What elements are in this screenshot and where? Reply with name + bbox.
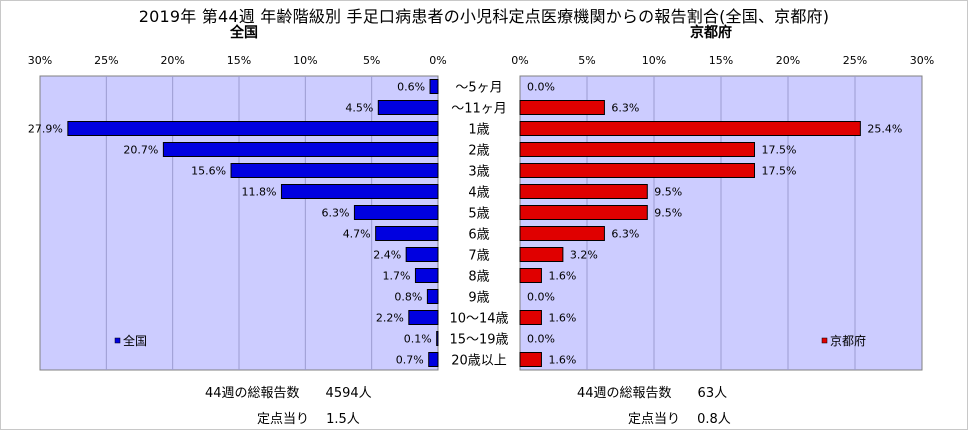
- national-data-label: 1.7%: [382, 270, 410, 283]
- kyoto-data-label: 3.2%: [570, 249, 598, 262]
- national-legend-label: 全国: [123, 333, 147, 348]
- kyoto-data-label: 0.0%: [527, 291, 555, 304]
- kyoto-data-label: 0.0%: [527, 333, 555, 346]
- national-tick-label: 0%: [429, 54, 446, 67]
- national-tick-label: 15%: [227, 54, 251, 67]
- category-label: 3歳: [468, 165, 489, 180]
- national-bar: [353, 205, 439, 220]
- kyoto-bar: [519, 184, 648, 199]
- kyoto-data-label: 1.6%: [548, 312, 576, 325]
- national-bar: [405, 247, 439, 262]
- kyoto-data-label: 0.0%: [527, 81, 555, 94]
- kyoto-bar: [519, 268, 542, 283]
- national-bar: [408, 310, 439, 325]
- national-data-label: 11.8%: [242, 186, 277, 199]
- category-label: 7歳: [468, 249, 489, 264]
- kyoto-tick-label: 10%: [642, 54, 666, 67]
- national-data-label: 0.6%: [397, 81, 425, 94]
- kyoto-bar: [519, 205, 648, 220]
- national-bar: [377, 100, 439, 115]
- national-data-label: 2.2%: [376, 312, 404, 325]
- national-data-label: 0.8%: [394, 291, 422, 304]
- kyoto-tick-label: 15%: [709, 54, 733, 67]
- national-bar: [414, 268, 439, 283]
- national-data-label: 4.5%: [345, 102, 373, 115]
- kyoto-data-label: 6.3%: [611, 228, 639, 241]
- national-data-label: 4.7%: [343, 228, 371, 241]
- national-tick-label: 25%: [94, 54, 118, 67]
- national-bar: [280, 184, 439, 199]
- category-label: 10～14歳: [449, 312, 508, 327]
- national-data-label: 20.7%: [123, 144, 158, 157]
- category-label: 6歳: [468, 228, 489, 243]
- kyoto-tick-label: 30%: [910, 54, 934, 67]
- kyoto-bar: [519, 142, 755, 157]
- national-bar: [162, 142, 439, 157]
- category-label: 15～19歳: [449, 333, 508, 348]
- category-label: 20歳以上: [451, 354, 507, 369]
- national-total-reports: 44週の総報告数 4594人: [205, 386, 372, 401]
- national-bar: [426, 289, 439, 304]
- national-legend-swatch: [114, 337, 121, 344]
- category-label: ～11ヶ月: [451, 102, 507, 117]
- national-data-label: 6.3%: [321, 207, 349, 220]
- kyoto-data-label: 25.4%: [867, 123, 902, 136]
- kyoto-subtitle: 京都府: [690, 25, 732, 41]
- kyoto-bar: [519, 226, 605, 241]
- kyoto-tick-label: 25%: [843, 54, 867, 67]
- national-data-label: 0.7%: [396, 354, 424, 367]
- kyoto-data-label: 6.3%: [611, 102, 639, 115]
- national-bar: [429, 79, 439, 94]
- kyoto-bar: [519, 100, 605, 115]
- national-tick-label: 5%: [363, 54, 380, 67]
- national-bar: [375, 226, 439, 241]
- kyoto-tick-label: 20%: [776, 54, 800, 67]
- kyoto-bar: [519, 163, 755, 178]
- national-bar: [230, 163, 439, 178]
- national-data-label: 2.4%: [373, 249, 401, 262]
- kyoto-data-label: 9.5%: [654, 186, 682, 199]
- national-data-label: 15.6%: [191, 165, 226, 178]
- national-tick-label: 20%: [160, 54, 184, 67]
- national-bar: [428, 352, 439, 367]
- chart-title: 2019年 第44週 年齢階級別 手足口病患者の小児科定点医療機関からの報告割合…: [138, 7, 830, 26]
- category-label: ～5ヶ月: [455, 81, 502, 96]
- national-bar: [67, 121, 439, 136]
- category-label: 4歳: [468, 186, 489, 201]
- kyoto-total-reports: 44週の総報告数 63人: [577, 386, 728, 401]
- kyoto-data-label: 1.6%: [548, 270, 576, 283]
- kyoto-bar: [519, 121, 861, 136]
- kyoto-per-site: 定点当り 0.8人: [628, 412, 731, 427]
- kyoto-bar: [519, 247, 564, 262]
- kyoto-data-label: 17.5%: [762, 165, 797, 178]
- category-label: 1歳: [468, 123, 489, 138]
- kyoto-bar: [519, 310, 542, 325]
- national-subtitle: 全国: [230, 25, 258, 41]
- kyoto-bar: [519, 352, 542, 367]
- category-label: 2歳: [468, 144, 489, 159]
- kyoto-tick-label: 5%: [578, 54, 595, 67]
- national-per-site: 定点当り 1.5人: [257, 412, 360, 427]
- kyoto-legend-swatch: [821, 337, 828, 344]
- national-tick-label: 30%: [28, 54, 52, 67]
- national-bar: [436, 331, 439, 346]
- national-data-label: 27.9%: [28, 123, 63, 136]
- kyoto-tick-label: 0%: [511, 54, 528, 67]
- kyoto-data-label: 9.5%: [654, 207, 682, 220]
- national-tick-label: 10%: [293, 54, 317, 67]
- kyoto-data-label: 17.5%: [762, 144, 797, 157]
- kyoto-data-label: 1.6%: [548, 354, 576, 367]
- category-label: 5歳: [468, 207, 489, 222]
- national-data-label: 0.1%: [404, 333, 432, 346]
- category-label: 8歳: [468, 270, 489, 285]
- category-label: 9歳: [468, 291, 489, 306]
- kyoto-legend-label: 京都府: [830, 333, 866, 348]
